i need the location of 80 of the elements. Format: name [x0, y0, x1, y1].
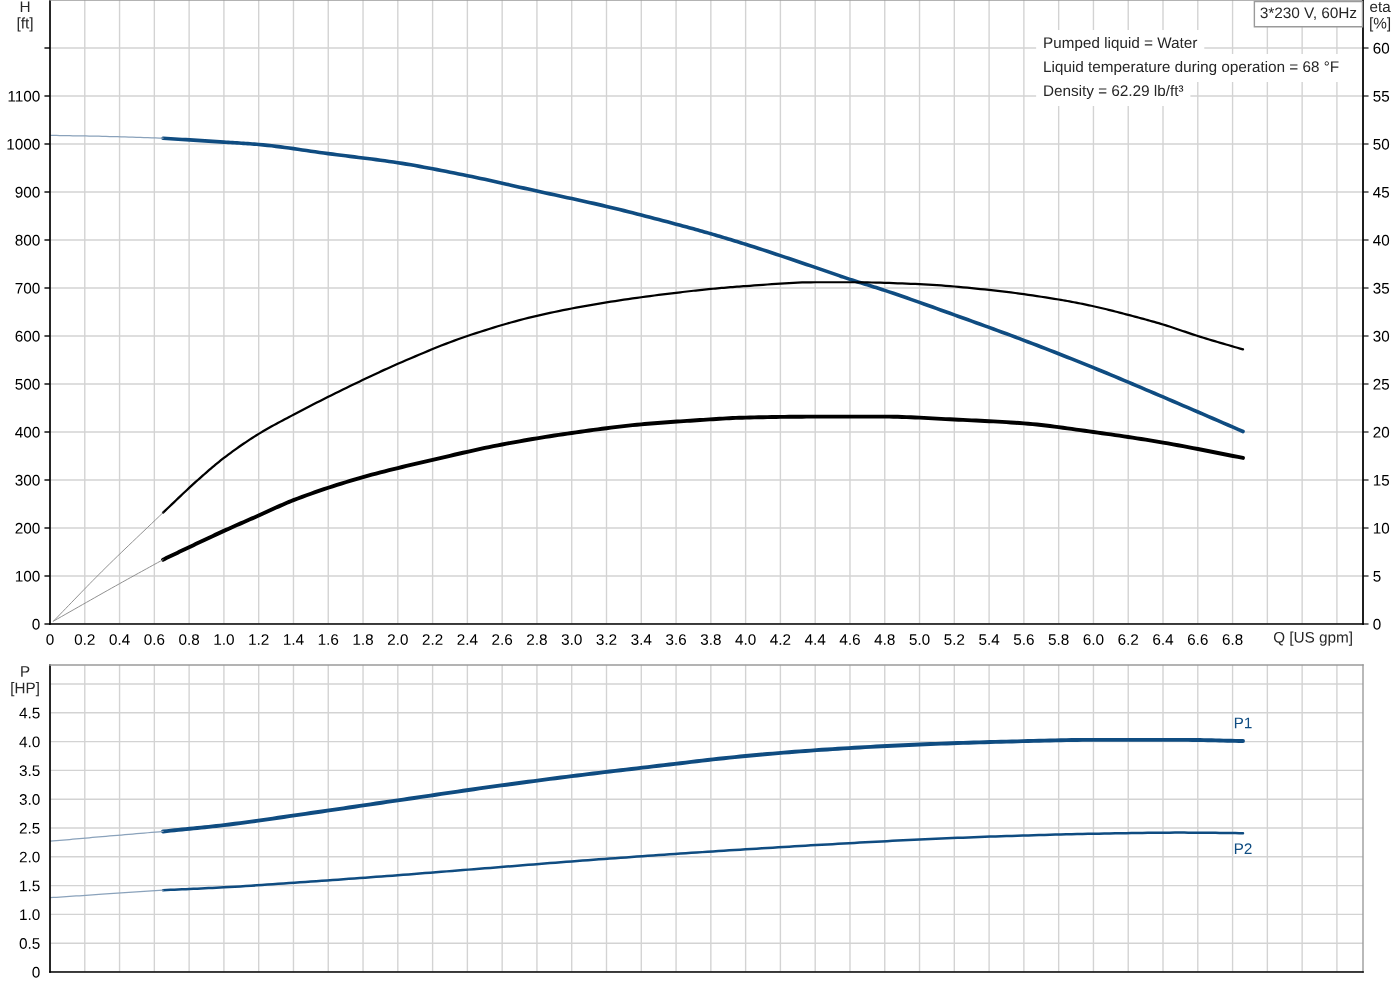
y-tick-label: 1100 — [8, 90, 40, 102]
y-tick-label: 0.5 — [19, 938, 40, 949]
x-tick-label: 2.2 — [422, 634, 443, 645]
x-axis-title: Q [US gpm] — [1273, 631, 1352, 646]
y2-tick-label: 10 — [1373, 522, 1390, 534]
x-tick-label: 6.8 — [1222, 634, 1243, 645]
x-tick-label: 1.8 — [353, 634, 373, 645]
y2-tick-label: 15 — [1373, 475, 1390, 486]
x-tick-label: 4.6 — [839, 634, 860, 645]
y-tick-label: 4.0 — [19, 736, 40, 748]
x-tick-label: 5.0 — [909, 634, 930, 645]
y2-tick-label: 20 — [1373, 426, 1390, 438]
y-tick-label: 1.5 — [20, 880, 40, 892]
y2-tick-label: 55 — [1373, 91, 1390, 102]
x-tick-label: 3.6 — [666, 634, 687, 645]
x-tick-label: 4.8 — [874, 634, 895, 645]
x-tick-label: 5.4 — [979, 634, 1000, 645]
chart-title: 3*230 V, 60Hz — [1260, 7, 1357, 21]
y-tick-label: 4.5 — [19, 707, 40, 719]
y2-axis-title: eta [%] — [1370, 2, 1391, 32]
series-label: P1 — [1234, 717, 1252, 729]
y2-tick-label: 25 — [1373, 378, 1390, 390]
series-label: P2 — [1234, 843, 1252, 854]
y-tick-label: 2.5 — [19, 822, 40, 834]
y-tick-label: 0 — [32, 966, 40, 978]
y-axis-title: H [ft] — [17, 1, 33, 32]
y-tick-label: 600 — [15, 330, 40, 342]
x-tick-label: 6.4 — [1153, 634, 1174, 645]
y-tick-label: 900 — [15, 186, 40, 198]
y-tick-label: 100 — [15, 570, 40, 582]
x-tick-label: 5.6 — [1013, 634, 1034, 645]
annotation: Liquid temperature during operation = 68 °F — [1044, 60, 1339, 76]
x-tick-label: 1.6 — [318, 634, 339, 645]
y-tick-label: 0 — [32, 618, 40, 630]
y2-tick-label: 45 — [1373, 187, 1390, 198]
y2-tick-label: 5 — [1373, 571, 1381, 582]
x-tick-label: 0.4 — [109, 634, 130, 645]
x-tick-label: 2.4 — [457, 634, 478, 645]
x-tick-label: 0.8 — [179, 634, 200, 645]
x-tick-label: 5.8 — [1048, 634, 1069, 645]
x-tick-label: 6.0 — [1083, 634, 1104, 645]
x-tick-label: 4.0 — [735, 634, 756, 645]
annotation: Density = 62.29 lb/ft³ — [1044, 84, 1184, 100]
x-tick-label: 4.2 — [770, 634, 791, 645]
x-tick-label: 6.2 — [1118, 634, 1139, 645]
x-tick-label: 5.2 — [944, 634, 965, 645]
y2-tick-label: 50 — [1373, 138, 1390, 150]
y2-tick-label: 40 — [1373, 234, 1390, 246]
x-tick-label: 3.0 — [561, 634, 582, 645]
x-tick-label: 6.6 — [1187, 634, 1208, 645]
x-tick-label: 2.8 — [527, 634, 547, 645]
x-tick-label: 0 — [46, 634, 54, 645]
y-tick-label: 400 — [15, 426, 40, 438]
y-tick-label: 200 — [15, 522, 40, 534]
x-tick-label: 1.0 — [214, 634, 234, 645]
x-tick-label: 0.2 — [74, 634, 95, 645]
y-axis-title: P [HP] — [11, 666, 39, 697]
x-tick-label: 3.8 — [700, 634, 721, 645]
x-tick-label: 1.4 — [284, 634, 304, 645]
y-tick-label: 1000 — [7, 138, 40, 150]
y-tick-label: 500 — [15, 378, 40, 390]
y2-tick-label: 35 — [1373, 282, 1390, 294]
y-tick-label: 3.0 — [19, 794, 40, 805]
y-tick-label: 800 — [15, 234, 40, 246]
x-tick-label: 3.2 — [596, 634, 617, 645]
y-tick-label: 3.5 — [19, 765, 40, 777]
x-tick-label: 2.6 — [492, 634, 513, 645]
y2-tick-label: 30 — [1373, 330, 1390, 342]
x-tick-label: 1.2 — [249, 634, 269, 645]
y-tick-label: 700 — [15, 282, 40, 294]
y2-tick-label: 60 — [1373, 42, 1390, 54]
x-tick-label: 0.6 — [144, 634, 165, 645]
y-tick-label: 300 — [15, 474, 40, 486]
y-tick-label: 1.0 — [20, 909, 40, 921]
annotation: Pumped liquid = Water — [1044, 36, 1198, 52]
y-tick-label: 2.0 — [19, 851, 40, 863]
x-tick-label: 4.4 — [804, 634, 826, 645]
x-tick-label: 3.4 — [631, 634, 652, 645]
x-tick-label: 2.0 — [387, 634, 408, 645]
y2-tick-label: 0 — [1373, 618, 1381, 630]
